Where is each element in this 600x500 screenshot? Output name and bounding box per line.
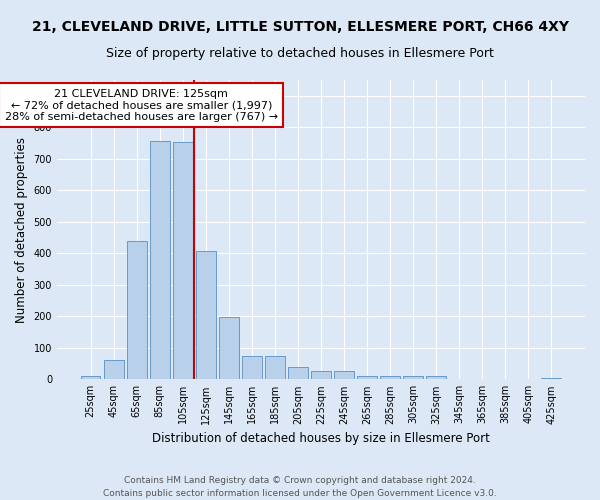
Bar [426,376,446,380]
Bar [357,376,377,380]
Bar [288,366,308,380]
Bar [265,356,284,380]
Bar [104,360,124,380]
Text: 21, CLEVELAND DRIVE, LITTLE SUTTON, ELLESMERE PORT, CH66 4XY: 21, CLEVELAND DRIVE, LITTLE SUTTON, ELLE… [32,20,569,34]
Bar [311,372,331,380]
Y-axis label: Number of detached properties: Number of detached properties [15,136,28,322]
Text: Contains HM Land Registry data © Crown copyright and database right 2024.: Contains HM Land Registry data © Crown c… [124,476,476,485]
Bar [219,317,239,380]
Bar [242,356,262,380]
Text: Size of property relative to detached houses in Ellesmere Port: Size of property relative to detached ho… [106,48,494,60]
Bar [403,376,423,380]
Bar [173,142,193,380]
Bar [334,372,354,380]
Text: Contains public sector information licensed under the Open Government Licence v3: Contains public sector information licen… [103,488,497,498]
Bar [541,378,561,380]
Bar [81,376,100,380]
Bar [127,242,146,380]
Bar [196,251,215,380]
Bar [150,142,170,380]
Text: 21 CLEVELAND DRIVE: 125sqm
← 72% of detached houses are smaller (1,997)
28% of s: 21 CLEVELAND DRIVE: 125sqm ← 72% of deta… [5,88,278,122]
X-axis label: Distribution of detached houses by size in Ellesmere Port: Distribution of detached houses by size … [152,432,490,445]
Bar [380,376,400,380]
